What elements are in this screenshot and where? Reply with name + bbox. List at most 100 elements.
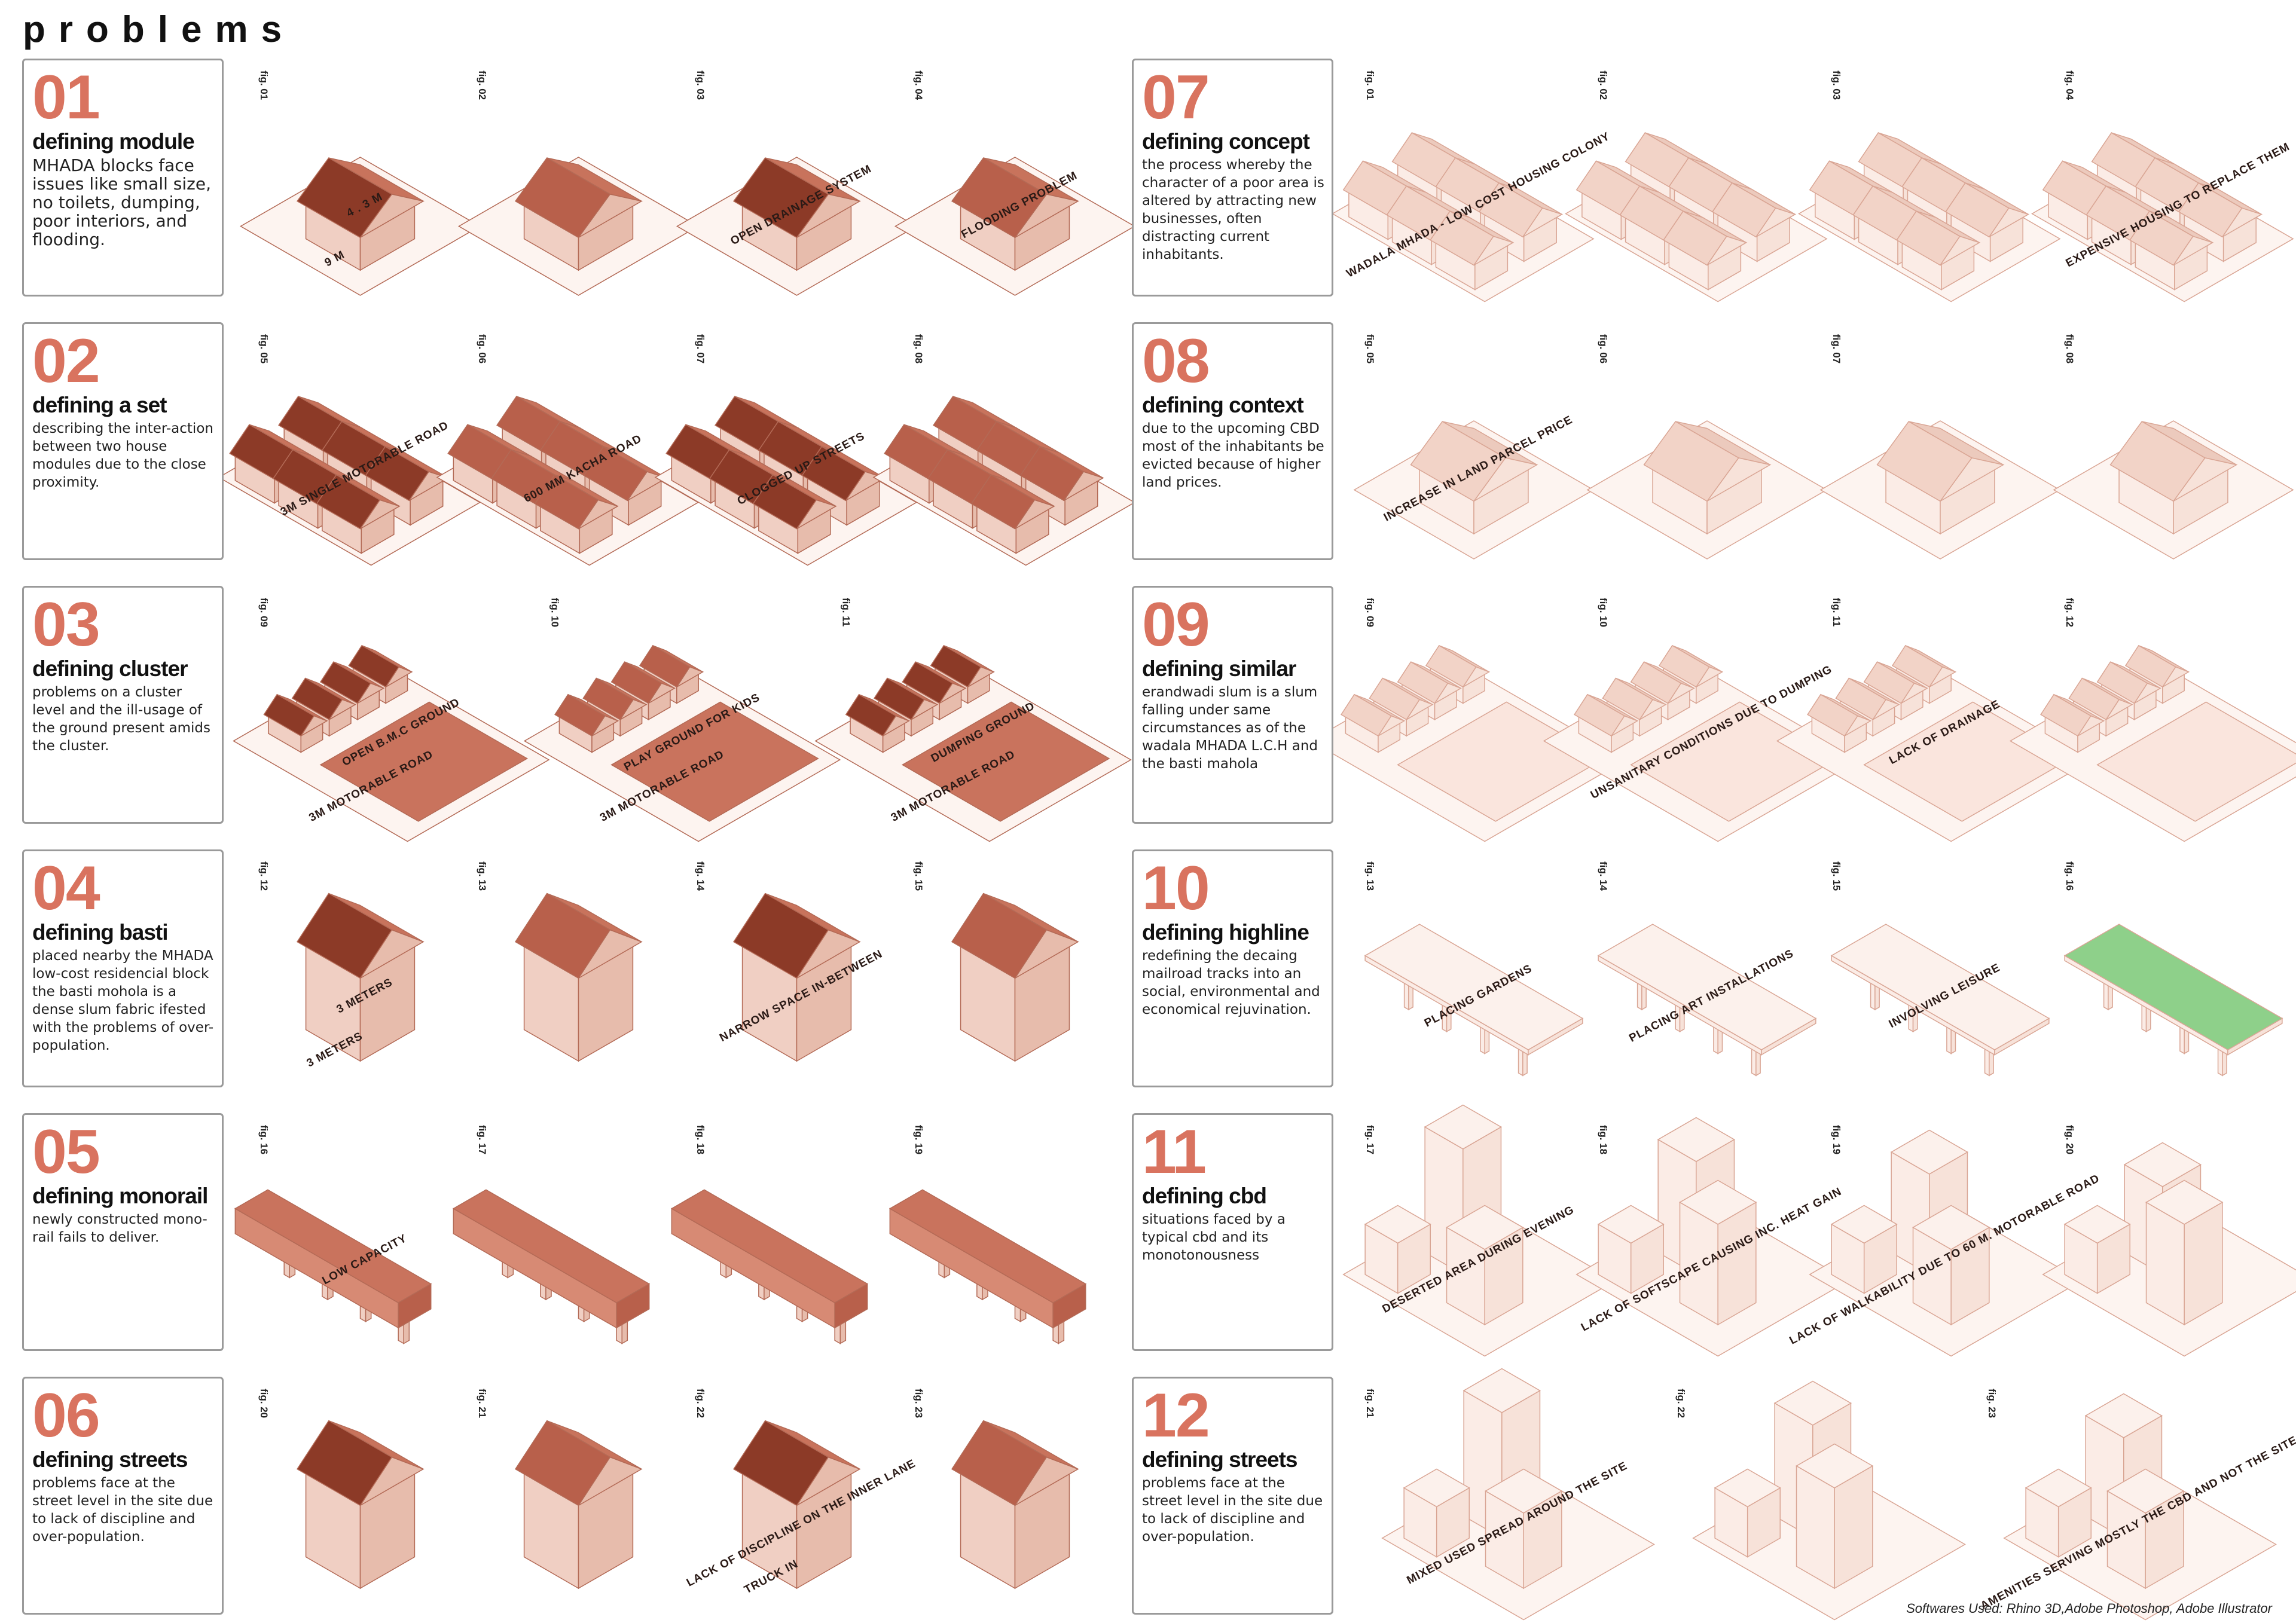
section-description: the process whereby the character of a p…: [1142, 157, 1324, 262]
figure-label: fig. 10: [1598, 598, 1609, 627]
top: [1424, 1104, 1502, 1150]
top: [1364, 1205, 1431, 1244]
top: [2063, 1205, 2131, 1244]
figure-label: fig. 15: [1831, 861, 1842, 891]
section-number: 11: [1142, 1117, 1207, 1187]
roof: [1019, 446, 1085, 502]
section-number: 09: [1142, 590, 1210, 659]
roof: [752, 474, 817, 530]
roof: [1430, 210, 1494, 266]
top: [2145, 1179, 2224, 1225]
figure-label: fig. 18: [1598, 1125, 1609, 1154]
figure-label: fig. 09: [1364, 598, 1376, 627]
roof: [514, 1420, 611, 1506]
top: [1403, 1468, 1470, 1508]
figure-label: fig. 20: [258, 1389, 270, 1418]
roof: [2124, 644, 2176, 688]
section-box: 01 defining module MHADA blocks face issue…: [22, 59, 224, 297]
roof: [514, 893, 611, 979]
roof: [1369, 677, 1421, 720]
figure-label: fig. 06: [1598, 334, 1609, 363]
roof: [1807, 693, 1858, 737]
section-description: erandwadi slum is a slum falling under s…: [1142, 684, 1318, 772]
section-title: defining module: [32, 129, 195, 154]
figure: fig. 20: [258, 1389, 425, 1590]
roof: [554, 693, 606, 737]
roof: [365, 446, 430, 502]
section-number: 12: [1142, 1381, 1210, 1450]
top: [452, 1189, 651, 1304]
wall: [1751, 1047, 1757, 1077]
wall: [2141, 1003, 2147, 1032]
figure-label: fig. 20: [2064, 1125, 2075, 1154]
figure: fig. 09: [1309, 598, 1628, 842]
figure: fig. 08: [2053, 334, 2294, 560]
section-description: newly constructed mono-rail fails to del…: [32, 1212, 207, 1245]
roof: [2068, 677, 2120, 720]
roof: [951, 893, 1048, 979]
top: [1796, 1443, 1874, 1488]
section-title: defining streets: [32, 1447, 188, 1472]
top: [1463, 1368, 1541, 1413]
section-box: 08 defining context due to the upcoming CB…: [1132, 322, 1333, 560]
roof: [348, 644, 400, 688]
roof: [1479, 182, 1543, 238]
section-number: 08: [1142, 326, 1210, 396]
figure-label: fig. 03: [695, 71, 706, 100]
figure: fig. 17: [452, 1125, 651, 1344]
roof: [263, 693, 315, 737]
ground: [610, 701, 819, 822]
roof: [1712, 182, 1776, 238]
roof: [1574, 693, 1625, 737]
figure: fig. 02: [1565, 71, 1828, 302]
figure: fig. 16: [2063, 861, 2283, 1077]
figure-label: fig. 21: [1364, 1389, 1376, 1418]
roof: [732, 1420, 829, 1506]
figure: fig. 02: [457, 71, 700, 296]
figure-label: fig. 05: [1364, 334, 1376, 363]
roof: [296, 157, 393, 239]
section-box: 11 defining cbd situations faced by a typi…: [1132, 1113, 1333, 1351]
roof: [801, 446, 866, 502]
section-number: 02: [32, 326, 100, 396]
section-title: defining similar: [1142, 656, 1296, 681]
roof: [970, 474, 1036, 530]
figure-label: fig. 18: [695, 1125, 706, 1154]
figure: fig. 07: [1819, 334, 2061, 560]
roof: [2096, 661, 2148, 704]
top: [1890, 1129, 1968, 1175]
wall: [1636, 981, 1642, 1011]
section-box: 04 defining basti placed nearby the MHADA …: [22, 849, 224, 1087]
section-box: 06 defining streets problems face at the s…: [22, 1377, 224, 1615]
figure-label: fig. 07: [695, 334, 706, 363]
section-title: defining monorail: [32, 1184, 208, 1208]
section-box: 09 defining similar erandwadi slum is a sl…: [1132, 586, 1333, 824]
roof: [582, 677, 634, 720]
roof: [1658, 644, 1710, 688]
roof: [930, 644, 982, 688]
figure-label: fig. 22: [1675, 1389, 1687, 1418]
roof: [1630, 661, 1682, 704]
section-description: due to the upcoming CBD most of the inha…: [1142, 421, 1324, 490]
section-description: describing the inter-action between two …: [32, 421, 213, 490]
section-title: defining cbd: [1142, 1184, 1267, 1208]
section-number: 04: [32, 854, 100, 923]
roof: [2178, 182, 2243, 238]
wall: [1713, 1025, 1718, 1055]
section-title: defining basti: [32, 920, 169, 945]
